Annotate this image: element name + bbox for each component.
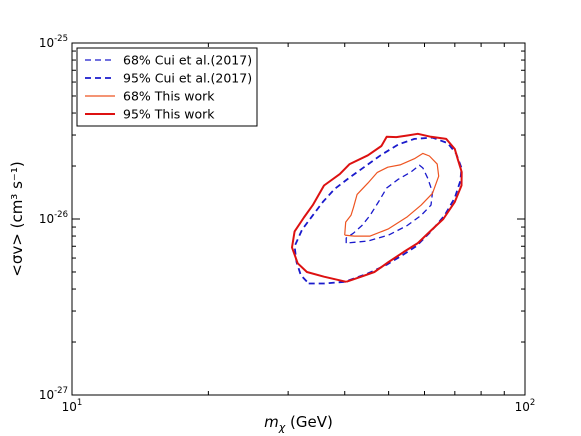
legend-label-1: 68% Cui et al.(2017) <box>123 53 252 68</box>
series-line-4 <box>291 132 463 283</box>
x-axis-title: mχ (GeV) <box>264 413 333 434</box>
minor-ticks <box>71 42 526 396</box>
series-line-1 <box>345 164 434 244</box>
x-axis-unit: (GeV) <box>285 413 333 431</box>
x-axis-var: m <box>264 413 279 431</box>
series-line-3 <box>344 152 440 237</box>
x-tick-label: 102 <box>515 398 536 414</box>
plot-layer <box>291 132 463 285</box>
y-axis-title: <σv> (cm³ s⁻¹) <box>8 161 26 276</box>
y-tick-labels: 10-27 10-26 10-25 <box>39 34 68 402</box>
legend-label-3: 68% This work <box>123 89 215 104</box>
y-tick-label: 10-25 <box>39 34 68 50</box>
series-line-2 <box>293 136 463 285</box>
x-tick-label: 101 <box>62 398 83 414</box>
y-tick-label: 10-27 <box>39 386 68 402</box>
legend-label-2: 95% Cui et al.(2017) <box>123 71 252 86</box>
legend-entries: 68% Cui et al.(2017) 95% Cui et al.(2017)… <box>85 53 252 122</box>
legend: 68% Cui et al.(2017) 95% Cui et al.(2017)… <box>76 47 258 127</box>
x-tick-labels: 101 102 <box>62 398 536 414</box>
legend-label-4: 95% This work <box>123 107 215 122</box>
y-tick-label: 10-26 <box>39 210 68 226</box>
x-axis-sub: χ <box>278 421 286 434</box>
